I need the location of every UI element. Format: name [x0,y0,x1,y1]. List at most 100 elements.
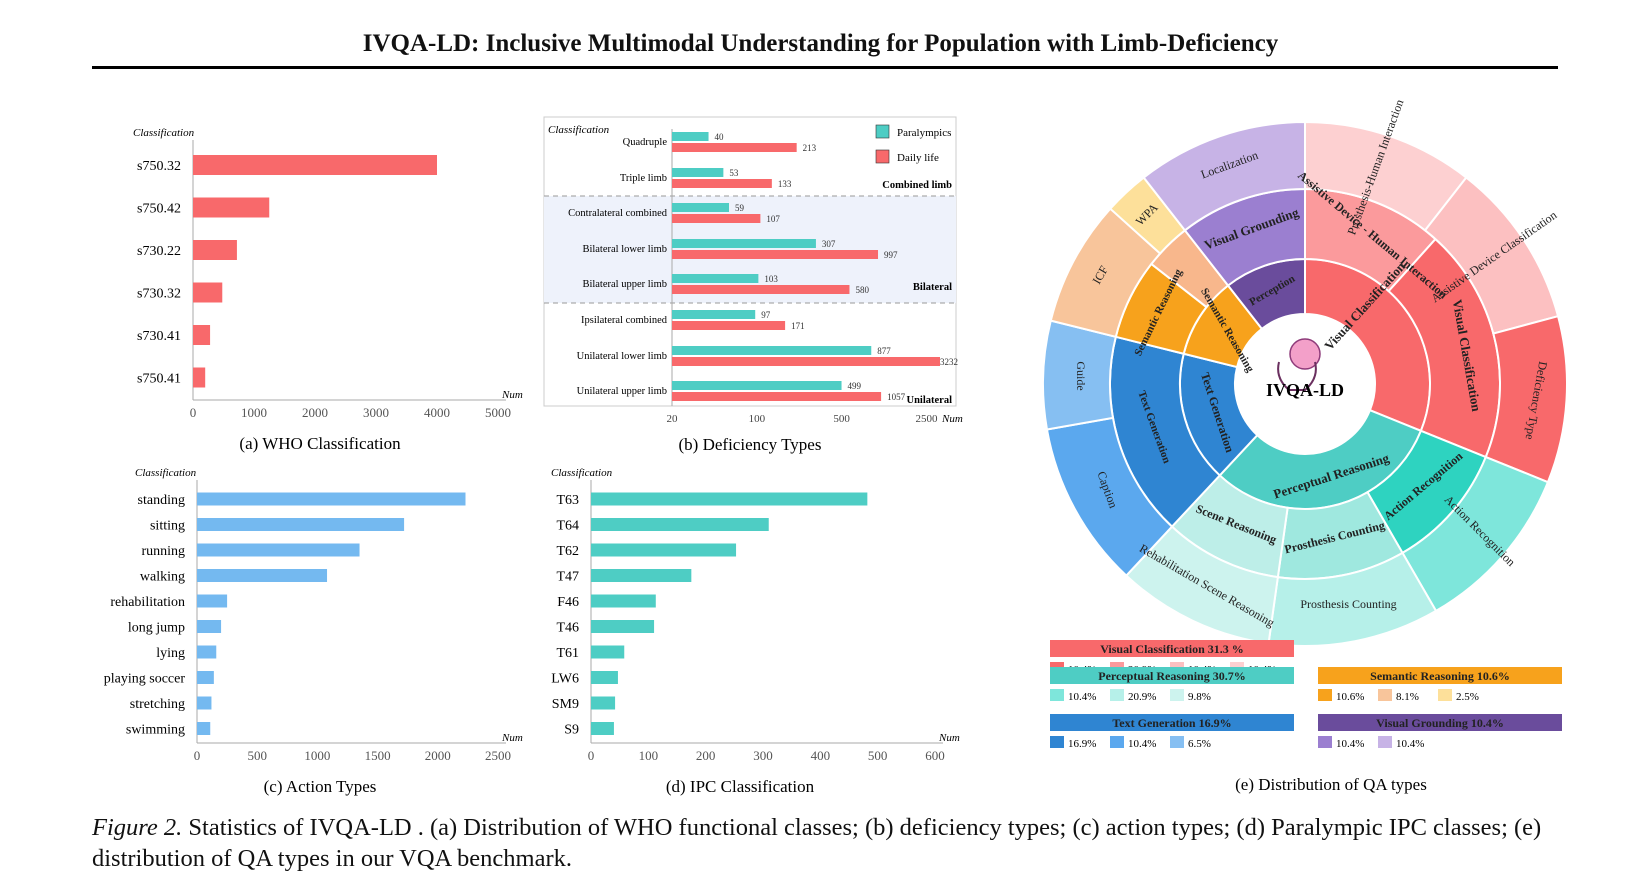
deficiency-category-label: Bilateral upper limb [582,279,667,290]
ipc-x-tick: 400 [811,748,831,763]
ipc-bar [591,543,737,557]
qa-legend-item-label: 8.1% [1396,691,1419,703]
who-x-tick: 3000 [363,405,389,420]
action-category-label: running [141,544,185,559]
deficiency-bar [672,381,842,390]
action-category-label: lying [156,646,185,661]
qa-title: (e) Distribution of QA types [1235,775,1427,794]
title-rule [92,66,1558,69]
who-category-label: s750.42 [137,202,181,217]
who-x-tick: 0 [190,405,197,420]
action-bar [197,543,360,557]
deficiency-data-label: 307 [822,239,836,249]
action-bar [197,518,405,531]
who-bar [193,197,270,218]
action-category-label: stretching [130,697,185,712]
deficiency-category-label: Quadruple [623,137,668,148]
deficiency-data-label: 53 [729,168,739,178]
action-x-tick: 500 [247,748,267,763]
deficiency-category-label: Bilateral lower limb [582,244,667,255]
qa-legend-bar [1318,714,1562,731]
qa-outer-label: Prosthesis Counting [1300,597,1396,611]
deficiency-legend-label: Daily life [897,152,939,164]
who-category-label: s730.22 [137,244,181,259]
who-bar [193,325,211,345]
deficiency-data-label: 107 [766,214,780,224]
qa-legend-item-label: 10.6% [1336,691,1364,703]
action-x-tick: 2500 [485,748,511,763]
deficiency-x-label: Num [941,413,963,425]
qa-legend-swatch [1170,689,1184,701]
action-x-tick: 2000 [425,748,451,763]
who-title: (a) WHO Classification [239,434,401,453]
deficiency-legend-label: Paralympics [897,127,951,139]
ipc-category-label: T62 [556,544,579,559]
qa-legend-bar [1050,640,1294,657]
deficiency-bar [672,357,940,366]
page-title: IVQA-LD: Inclusive Multimodal Understand… [362,30,1279,57]
ipc-category-label: LW6 [551,672,579,687]
qa-legend-swatch [1438,689,1452,701]
who-x-tick: 5000 [485,405,511,420]
deficiency-data-label: 59 [735,203,745,213]
ipc-category-label: SM9 [552,697,579,712]
caption-text: Statistics of IVQA-LD . (a) Distribution… [92,814,1542,872]
who-bar [193,155,437,175]
who-y-label: Classification [133,127,195,139]
qa-legend-swatch [1050,736,1064,748]
action-bar [197,594,228,608]
ipc-bar [591,594,656,608]
action-category-label: swimming [126,723,185,738]
action-bar [197,492,466,506]
ipc-category-label: T47 [556,570,579,585]
qa-legend-swatch [1170,736,1184,748]
action-category-label: rehabilitation [110,595,185,610]
who-x-tick: 1000 [241,405,267,420]
ipc-x-tick: 200 [696,748,716,763]
ipc-category-label: T63 [556,493,579,508]
action-bar [197,569,328,582]
deficiency-bar [672,143,797,152]
deficiency-x-tick: 500 [833,413,850,425]
deficiency-bar [672,285,850,294]
deficiency-x-tick: 20 [667,413,679,425]
ipc-x-label: Num [938,732,960,744]
qa-legend-title: Text Generation 16.9% [1112,716,1231,730]
figure-caption: Figure 2. Statistics of IVQA-LD . (a) Di… [92,812,1572,874]
qa-legend-item-label: 6.5% [1188,738,1211,750]
qa-legend-swatch [1318,689,1332,701]
qa-legend-title: Visual Grounding 10.4% [1376,716,1504,730]
who-bar [193,240,237,260]
deficiency-bar [672,239,816,248]
ipc-x-tick: 300 [753,748,773,763]
deficiency-data-label: 97 [761,310,771,320]
ipc-bar [591,518,769,531]
deficiency-data-label: 133 [778,179,792,189]
who-category-label: s750.32 [137,159,181,174]
action-bar [197,722,211,735]
deficiency-y-label: Classification [548,124,610,136]
qa-legend-item-label: 10.4% [1128,738,1156,750]
deficiency-bar [672,168,724,177]
ipc-x-tick: 500 [868,748,888,763]
who-category-label: s730.32 [137,287,181,302]
deficiency-group-label: Bilateral [913,282,952,293]
action-category-label: long jump [128,621,185,636]
ipc-title: (d) IPC Classification [666,777,815,796]
deficiency-bar [672,214,761,223]
action-x-tick: 1500 [365,748,391,763]
action-category-label: walking [140,570,185,585]
deficiency-group-label: Combined limb [882,180,952,191]
ipc-x-tick: 0 [588,748,595,763]
deficiency-bar [672,179,772,188]
who-x-label: Num [501,389,523,401]
deficiency-bar [672,310,756,319]
who-category-label: s730.41 [137,329,181,344]
ipc-x-tick: 100 [639,748,659,763]
deficiency-x-tick: 100 [749,413,766,425]
deficiency-data-label: 580 [855,285,869,295]
ipc-bar [591,671,618,684]
action-title: (c) Action Types [264,777,377,796]
deficiency-bar [672,132,709,141]
